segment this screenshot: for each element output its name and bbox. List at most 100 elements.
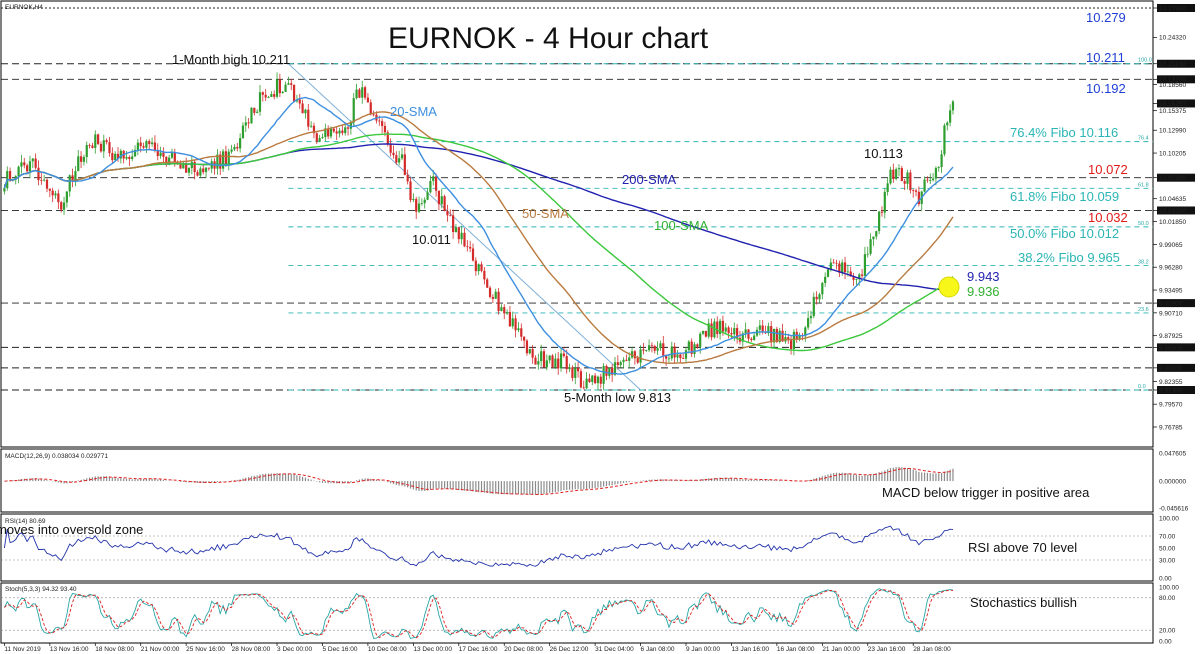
macd-tick-label-2: -0.045616	[1159, 505, 1189, 512]
candle-82	[236, 142, 239, 152]
chart-title: EURNOK - 4 Hour chart	[388, 22, 709, 55]
candle-242	[690, 338, 693, 358]
candle-109	[312, 122, 316, 139]
candle-254	[724, 322, 727, 335]
candle-296	[843, 256, 847, 280]
time-tick-label-4: 25 Nov 16:00	[186, 646, 225, 653]
candle-148	[423, 197, 426, 209]
candle-313	[892, 163, 895, 183]
candle-body-325	[926, 179, 929, 181]
candle-body-133	[381, 121, 384, 126]
time-tick-label-15: 9 Jan 00:00	[686, 646, 720, 653]
candle-190	[542, 348, 546, 368]
candle-152	[434, 173, 438, 197]
candle-body-36	[105, 140, 108, 143]
candle-body-246	[701, 330, 705, 334]
candle-body-160	[457, 227, 460, 240]
candle-37	[108, 136, 111, 157]
candle-24	[71, 168, 74, 188]
candle-body-266	[758, 325, 761, 330]
candle-body-119	[341, 130, 344, 134]
candle-body-294	[838, 263, 841, 273]
candle-body-149	[426, 192, 429, 200]
candle-body-61	[176, 162, 179, 164]
candle-body-286	[815, 296, 818, 300]
candle-293	[835, 259, 838, 270]
candle-body-38	[111, 153, 114, 161]
candle-body-27	[79, 156, 83, 162]
candle-163	[466, 240, 469, 252]
candle-1	[6, 166, 9, 191]
candle-95	[273, 90, 276, 100]
candle-body-277	[789, 340, 793, 350]
candle-201	[574, 362, 577, 385]
candle-145	[415, 196, 418, 220]
candle-39	[114, 151, 117, 161]
candle-body-308	[878, 211, 881, 232]
candle-body-29	[85, 145, 88, 158]
candle-7	[23, 157, 26, 169]
stoch-tick-label-2: 20.00	[1159, 628, 1176, 635]
price-tick-label-7: 10.12990	[1159, 128, 1186, 135]
candle-body-167	[477, 264, 480, 272]
candle-body-197	[562, 353, 565, 357]
candle-136	[389, 138, 392, 157]
price-label-10279: 10.279	[1086, 10, 1126, 25]
candle-66	[190, 156, 193, 175]
candle-305	[869, 233, 872, 256]
fibonacci-levels: 100.0 76.4 61.8 50.0 38.2 23.6 0.0	[288, 58, 1153, 391]
sma200-value-label: 9.943	[967, 269, 1000, 284]
candle-body-305	[869, 239, 872, 254]
rsi-label: RSI(14) 80.69	[5, 518, 46, 525]
candle-body-98	[281, 91, 284, 94]
candle-body-13	[40, 180, 43, 181]
candle-83	[239, 133, 242, 153]
candle-body-146	[417, 203, 421, 212]
candle-body-21	[62, 202, 66, 210]
candle-body-293	[835, 262, 838, 264]
candle-body-333	[949, 110, 952, 123]
candle-261	[744, 322, 747, 338]
candle-body-95	[273, 94, 276, 97]
candle-body-284	[809, 316, 813, 319]
candle-body-105	[301, 103, 304, 114]
time-tick-label-1: 13 Nov 16:00	[50, 646, 89, 653]
candle-body-99	[284, 84, 287, 92]
candle-body-184	[525, 340, 529, 354]
price-tick-box-19	[1157, 343, 1195, 352]
candle-body-22	[65, 191, 68, 203]
candle-289	[824, 272, 827, 287]
candle-body-244	[696, 344, 699, 347]
candle-68	[196, 169, 199, 177]
time-tick-label-3: 21 Nov 00:00	[141, 646, 180, 653]
candle-162	[463, 228, 466, 248]
candle-285	[812, 292, 815, 319]
candle-body-75	[216, 154, 219, 169]
candle-body-180	[514, 318, 517, 331]
candle-body-79	[227, 151, 230, 165]
candle-body-18	[54, 193, 57, 196]
candle-13	[40, 172, 43, 185]
candle-328	[934, 166, 938, 186]
candle-body-210	[599, 376, 602, 384]
candle-180	[514, 314, 517, 338]
candle-body-124	[355, 89, 358, 99]
candle-329	[937, 166, 940, 172]
candle-189	[540, 344, 543, 367]
candle-38	[111, 147, 114, 165]
candle-33	[97, 133, 100, 146]
candle-25	[74, 165, 77, 187]
candle-body-16	[48, 188, 51, 191]
candle-9	[28, 155, 32, 179]
candle-314	[895, 167, 898, 181]
candle-300	[855, 278, 858, 286]
candle-body-96	[275, 79, 279, 97]
candle-body-301	[858, 274, 861, 280]
candle-body-39	[114, 153, 117, 161]
candle-body-218	[622, 359, 625, 363]
candle-body-216	[616, 362, 619, 366]
candle-235	[670, 341, 673, 361]
candle-193	[551, 354, 554, 368]
candle-body-200	[571, 367, 574, 378]
